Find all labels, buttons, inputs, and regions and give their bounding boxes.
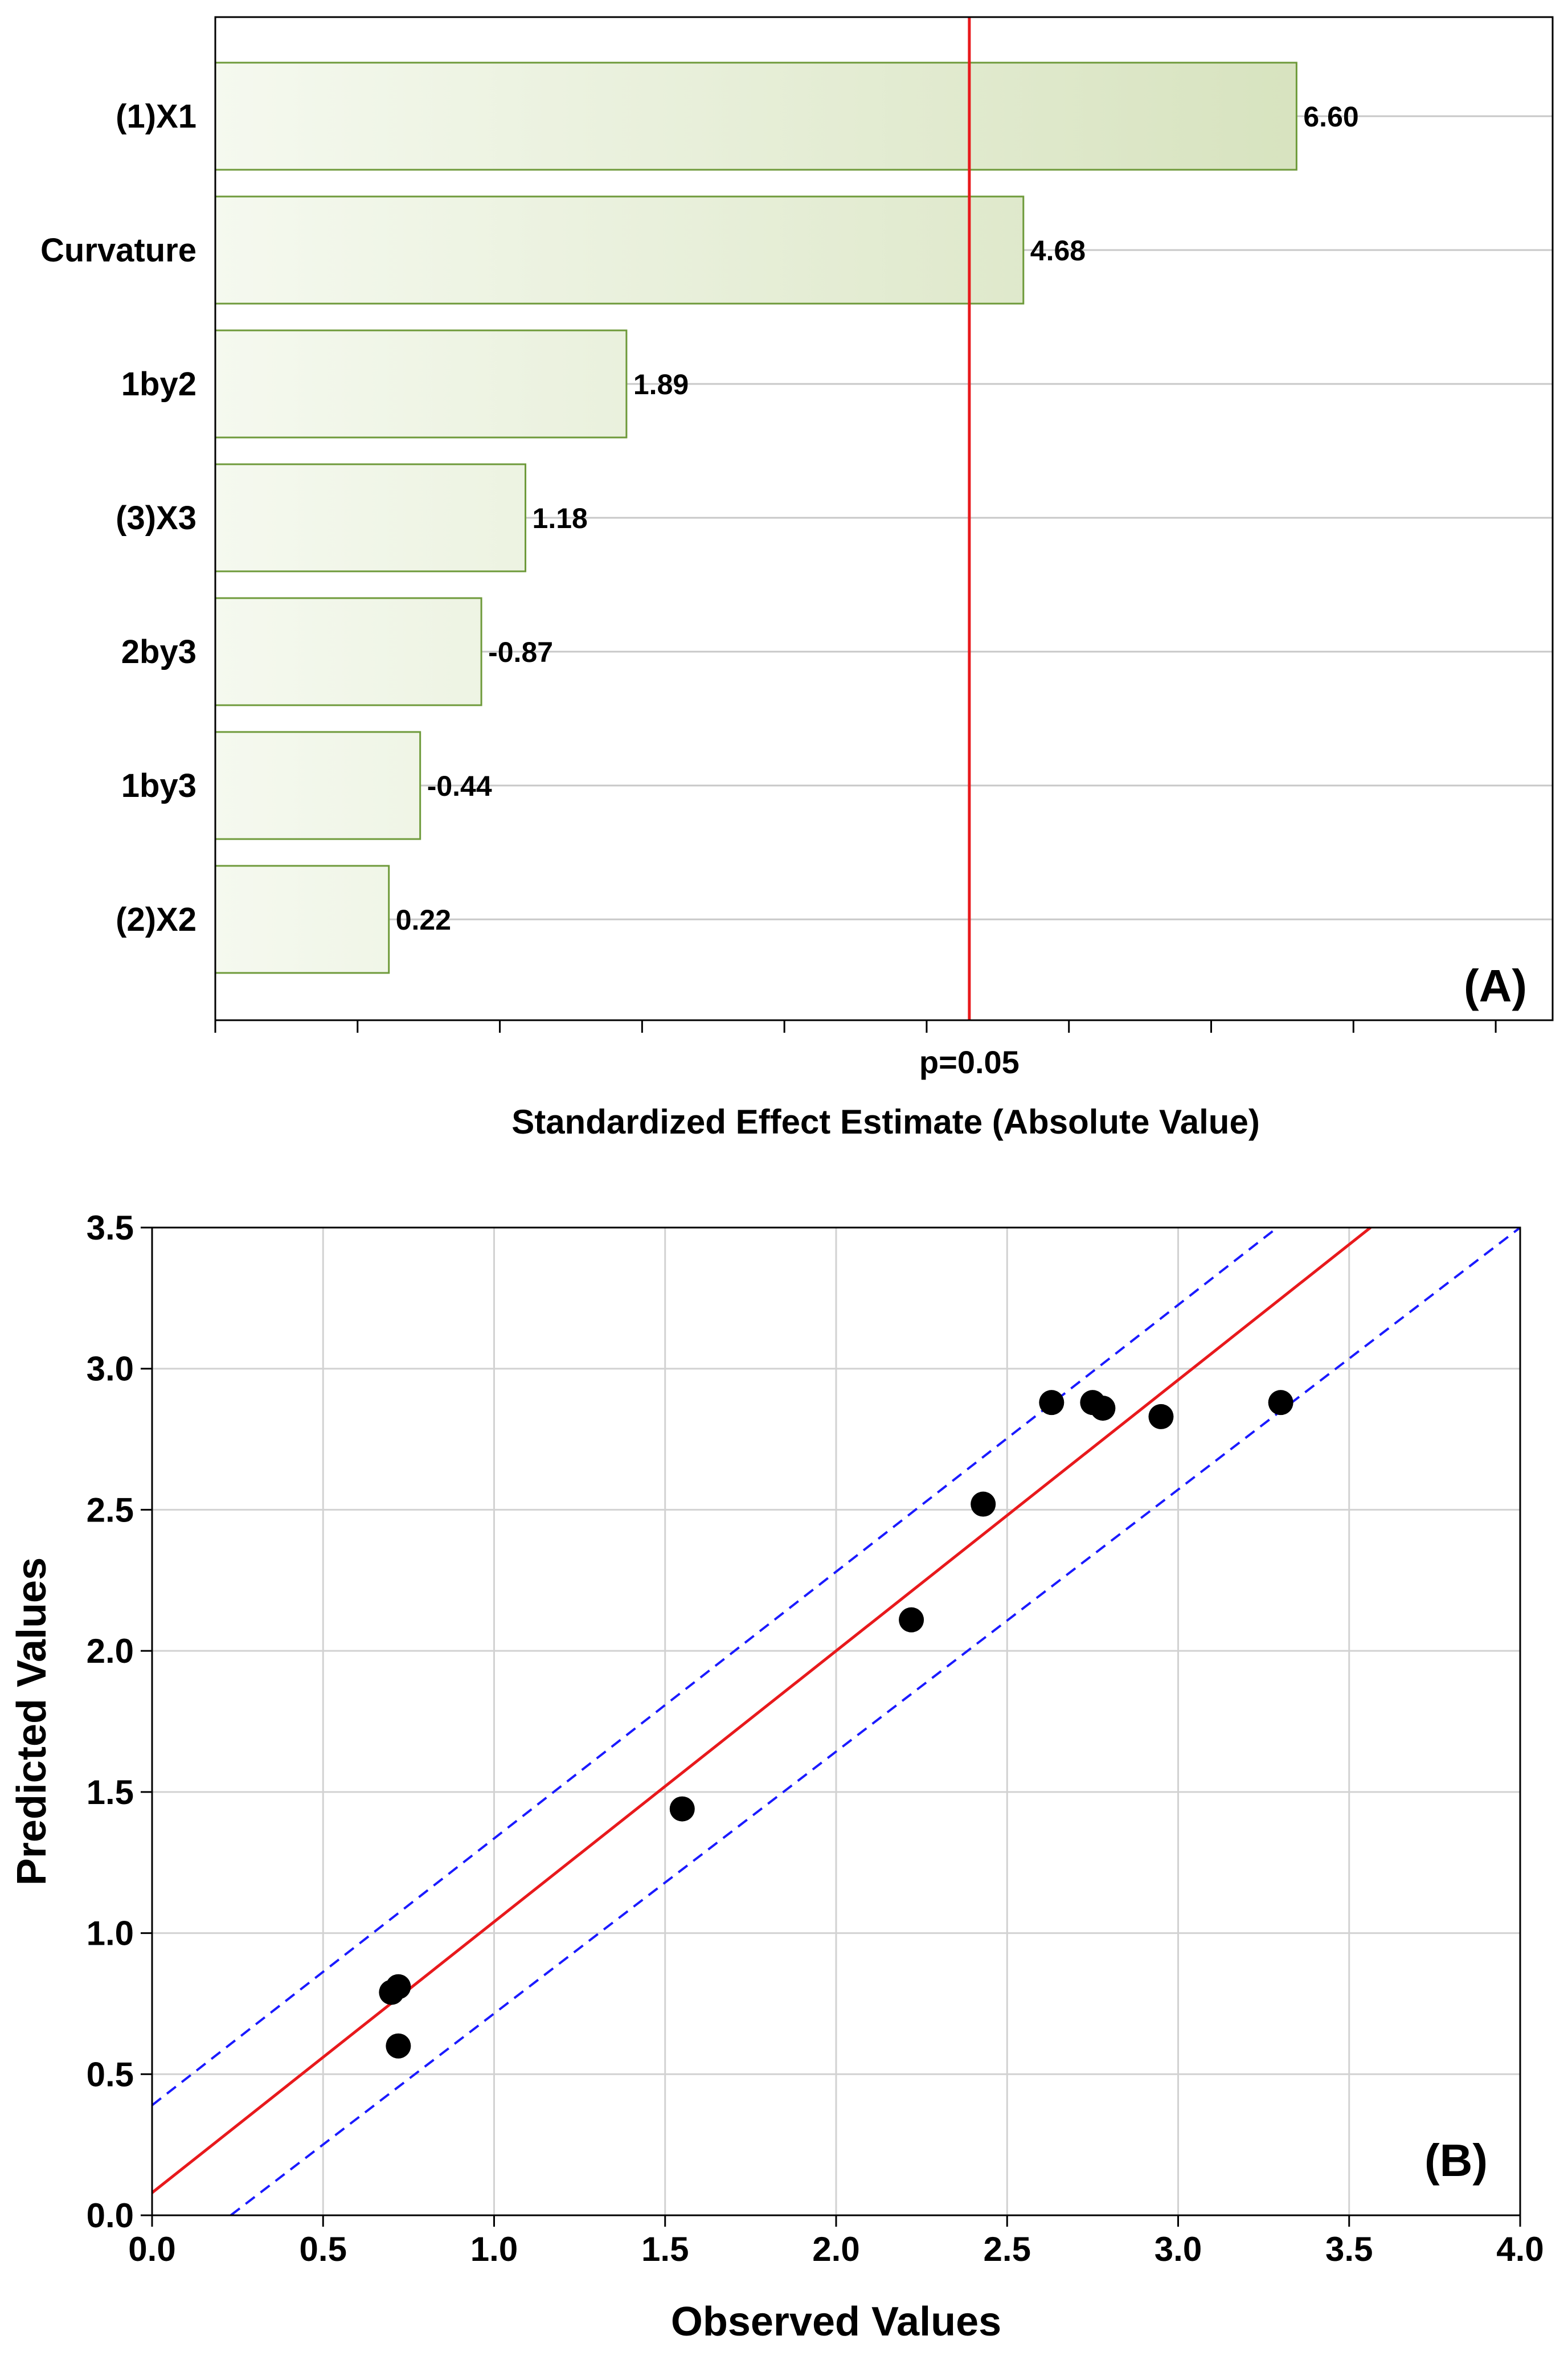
scatter-point: [1090, 1396, 1116, 1421]
scatter-y-tick-label: 2.5: [87, 1491, 134, 1529]
pareto-value-label: 4.68: [1030, 235, 1086, 267]
pareto-value-label: 1.89: [633, 369, 689, 400]
scatter-y-tick-label: 1.5: [87, 1773, 134, 1811]
scatter-y-tick-label: 3.0: [87, 1350, 134, 1388]
pareto-value-label: -0.44: [427, 770, 492, 802]
scatter-lines: [151, 1226, 1521, 2216]
scatter-y-axis-label: Predicted Values: [9, 1557, 55, 1885]
scatter-y-tick-label: 2.0: [87, 1632, 134, 1670]
scatter-x-axis-label: Observed Values: [671, 2299, 1001, 2345]
fit-line: [151, 1226, 1372, 2194]
scatter-x-ticks: 0.0 0.5 1.0 1.5 2.0 2.5 3.0 3.5 4.0: [128, 2215, 1544, 2268]
pareto-value-labels: 6.60 4.68 1.89 1.18 -0.87 -0.44 0.22: [396, 101, 1359, 936]
pareto-bar: [214, 62, 1297, 171]
pareto-x-ticks: [214, 1020, 1497, 1033]
pareto-chart: (1)X1 Curvature 1by2 (3)X3 2by3 1by3 (2)X2 6.6…: [40, 16, 1554, 1141]
scatter-gridlines: [151, 1226, 1521, 2216]
pareto-category-label: Curvature: [40, 232, 196, 269]
pareto-category-label: 1by2: [121, 366, 196, 403]
scatter-x-tick-label: 4.0: [1496, 2230, 1544, 2268]
scatter-x-tick-label: 3.5: [1325, 2230, 1373, 2268]
pareto-value-label: 1.18: [533, 502, 588, 534]
observed-vs-predicted-chart: 0.0 0.5 1.0 1.5 2.0 2.5 3.0 3.5 4.0 0.0 0.5 1.0 1.5…: [9, 1209, 1544, 2345]
pareto-bar: [214, 463, 527, 572]
pareto-bar: [214, 597, 482, 706]
pareto-value-label: 0.22: [396, 904, 451, 936]
scatter-point: [971, 1491, 996, 1517]
scatter-point: [1039, 1390, 1065, 1416]
pareto-category-label: 1by3: [121, 767, 196, 804]
scatter-points: [379, 1390, 1293, 2059]
pareto-category-labels: (1)X1 Curvature 1by2 (3)X3 2by3 1by3 (2)X2: [40, 98, 196, 938]
pareto-bars: [214, 62, 1297, 974]
scatter-y-tick-label: 0.0: [87, 2197, 134, 2235]
scatter-y-ticks: 0.0 0.5 1.0 1.5 2.0 2.5 3.0 3.5: [87, 1209, 152, 2235]
scatter-y-tick-label: 1.0: [87, 1915, 134, 1953]
scatter-x-tick-label: 0.0: [128, 2230, 175, 2268]
scatter-x-tick-label: 3.0: [1154, 2230, 1202, 2268]
confidence-band-lower: [230, 1226, 1521, 2216]
pareto-bar: [214, 865, 390, 974]
scatter-point: [669, 1796, 695, 1822]
pareto-x-axis-label: Standardized Effect Estimate (Absolute V…: [511, 1103, 1260, 1141]
scatter-x-tick-label: 1.0: [470, 2230, 518, 2268]
pareto-plot-frame: [214, 16, 1554, 1021]
scatter-x-tick-label: 2.0: [812, 2230, 859, 2268]
scatter-x-tick-label: 1.5: [641, 2230, 689, 2268]
pareto-category-label: (1)X1: [116, 98, 196, 135]
scatter-y-tick-label: 3.5: [87, 1209, 134, 1247]
pareto-bar: [214, 731, 421, 840]
panel-label-a: (A): [1464, 960, 1527, 1011]
panel-label-b: (B): [1424, 2135, 1488, 2186]
scatter-point: [899, 1607, 924, 1633]
scatter-point: [386, 1974, 411, 1999]
pareto-category-label: (3)X3: [116, 500, 196, 537]
scatter-x-tick-label: 2.5: [984, 2230, 1031, 2268]
scatter-point: [1268, 1390, 1293, 1416]
scatter-x-tick-label: 0.5: [300, 2230, 347, 2268]
scatter-point: [1148, 1404, 1174, 1429]
pareto-category-label: (2)X2: [116, 901, 196, 938]
pareto-value-label: -0.87: [488, 636, 553, 668]
pareto-bar: [214, 329, 628, 439]
pareto-value-label: 6.60: [1303, 101, 1358, 133]
confidence-band-upper: [151, 1226, 1278, 2107]
pareto-category-label: 2by3: [121, 633, 196, 670]
scatter-y-tick-label: 0.5: [87, 2055, 134, 2093]
pareto-bar: [214, 195, 1025, 305]
significance-line-label: p=0.05: [919, 1044, 1020, 1080]
scatter-point: [386, 2033, 411, 2059]
